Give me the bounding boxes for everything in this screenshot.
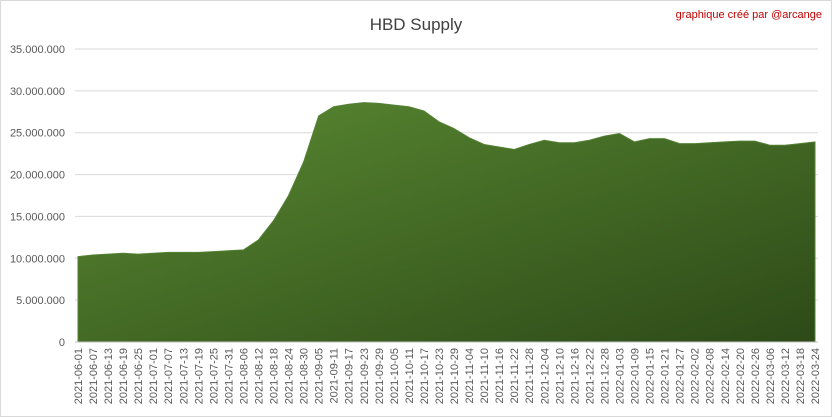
x-tick-label: 2021-10-11 [404, 348, 416, 403]
x-tick-label: 2021-12-22 [584, 348, 596, 404]
x-tick-label: 2022-03-24 [810, 348, 822, 404]
labels: 0 5.000.000 10.000.000 15.000.000 20.000.000… [10, 44, 822, 404]
y-tick-label: 30.000.000 [10, 86, 65, 98]
x-tick-label: 2022-02-20 [735, 348, 747, 404]
x-tick-label: 2022-01-03 [614, 348, 626, 404]
x-tick-label: 2021-11-10 [479, 348, 491, 403]
x-tick-label: 2021-12-16 [569, 348, 581, 404]
x-tick-label: 2021-12-28 [599, 348, 611, 404]
x-tick-label: 2022-01-27 [675, 348, 687, 404]
y-tick-label: 25.000.000 [10, 128, 65, 140]
y-tick-label: 5.000.000 [16, 295, 65, 307]
x-tick-label: 2021-09-29 [374, 348, 386, 404]
x-tick-label: 2021-07-31 [223, 348, 235, 404]
x-tick-label: 2021-06-13 [103, 348, 115, 404]
x-tick-label: 2022-02-08 [705, 348, 717, 404]
x-tick-label: 2021-08-30 [299, 348, 311, 404]
x-tick-label: 2021-06-07 [88, 348, 100, 404]
y-tick-label: 20.000.000 [10, 170, 65, 182]
plot [75, 102, 818, 343]
annotation: graphique créé par @arcange [676, 9, 822, 21]
x-tick-label: 2021-09-23 [359, 348, 371, 404]
x-tick-label: 2022-02-14 [720, 348, 732, 404]
x-tick-label: 2022-03-12 [780, 348, 792, 404]
x-tick-label: 2022-03-06 [765, 348, 777, 404]
x-tick-label: 2021-11-28 [524, 348, 536, 403]
x-tick-label: 2021-10-23 [434, 348, 446, 404]
x-tick-label: 2021-11-22 [509, 348, 521, 403]
x-tick-label: 2021-07-13 [178, 348, 190, 404]
x-tick-label: 2021-08-24 [284, 348, 296, 404]
x-tick-label: 2021-12-04 [539, 348, 551, 404]
x-tick-label: 2021-08-12 [253, 348, 265, 404]
x-tick-label: 2022-03-18 [795, 348, 807, 404]
x-tick-label: 2021-07-01 [148, 348, 160, 404]
x-tick-label: 2021-10-17 [419, 348, 431, 404]
x-tick-label: 2021-07-07 [163, 348, 175, 404]
x-tick-label: 2021-06-19 [118, 348, 130, 404]
x-tick-label: 2021-07-25 [208, 348, 220, 404]
y-tick-label: 0 [59, 337, 65, 349]
x-tick-label: 2021-12-10 [554, 348, 566, 404]
x-tick-label: 2021-09-11 [329, 348, 341, 403]
x-tick-label: 2021-10-05 [389, 348, 401, 404]
x-tick-label: 2021-06-25 [133, 348, 145, 404]
y-tick-label: 15.000.000 [10, 211, 65, 223]
x-tick-label: 2021-08-18 [269, 348, 281, 404]
y-tick-label: 10.000.000 [10, 253, 65, 265]
area [77, 102, 816, 343]
x-tick-label: 2021-08-06 [238, 348, 250, 404]
x-tick-label: 2021-07-19 [193, 348, 205, 404]
x-tick-label: 2021-11-04 [464, 348, 476, 403]
x-tick-label: 2021-11-16 [494, 348, 506, 403]
x-tick-label: 2022-01-15 [645, 348, 657, 404]
x-tick-label: 2022-01-09 [630, 348, 642, 404]
x-tick-label: 2022-01-21 [660, 348, 672, 404]
x-tick-label: 2021-10-29 [449, 348, 461, 404]
x-tick-label: 2021-09-05 [314, 348, 326, 404]
x-tick-label: 2021-06-01 [73, 348, 85, 404]
x-tick-label: 2022-02-26 [750, 348, 762, 404]
y-tick-label: 35.000.000 [10, 44, 65, 56]
chart-title: HBD Supply [370, 15, 463, 34]
x-tick-label: 2022-02-02 [690, 348, 702, 404]
x-tick-label: 2021-09-17 [344, 348, 356, 404]
